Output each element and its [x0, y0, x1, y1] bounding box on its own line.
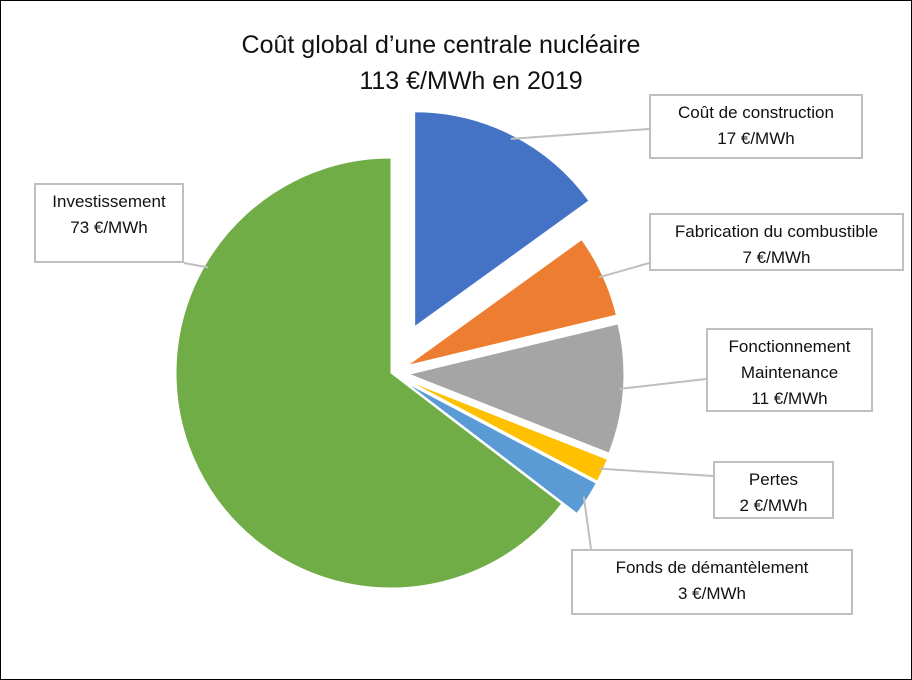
label-value: 3 €/MWh — [677, 584, 747, 603]
leader-line — [598, 262, 650, 279]
label-value: 2 €/MWh — [739, 496, 808, 515]
leader-line — [183, 262, 209, 269]
data-label: Coût de construction 17 €/MWh — [649, 94, 863, 159]
leader-line — [599, 467, 714, 477]
pie-slice — [175, 157, 563, 589]
data-label: Fonds de démantèlement 3 €/MWh — [571, 549, 853, 615]
label-name: Coût de construction — [678, 103, 834, 122]
label-value: 73 €/MWh — [70, 218, 148, 237]
leader-line — [582, 496, 592, 550]
label-value: 11 €/MWh — [751, 389, 828, 408]
label-name: Investissement — [52, 192, 166, 211]
data-label: Pertes 2 €/MWh — [713, 461, 834, 519]
pie-slice — [414, 111, 590, 328]
data-label: Fabrication du combustible 7 €/MWh — [649, 213, 904, 271]
label-value: 7 €/MWh — [742, 248, 811, 267]
label-name: Fonctionnement Maintenance — [728, 337, 851, 382]
leader-line — [510, 128, 650, 140]
leader-line — [619, 378, 707, 390]
pie-slice — [405, 382, 597, 515]
chart-title: Coût global d’une centrale nucléaire — [241, 31, 641, 59]
label-name: Fabrication du combustible — [674, 222, 879, 241]
label-name: Pertes — [748, 470, 799, 489]
data-label: Fonctionnement Maintenance 11 €/MWh — [706, 328, 873, 412]
data-label: Investissement 73 €/MWh — [34, 183, 184, 263]
label-name: Fonds de démantèlement — [615, 558, 809, 577]
label-value: 17 €/MWh — [717, 129, 795, 148]
chart-subtitle: 113 €/MWh en 2019 — [359, 67, 583, 95]
pie-slice — [407, 380, 609, 482]
